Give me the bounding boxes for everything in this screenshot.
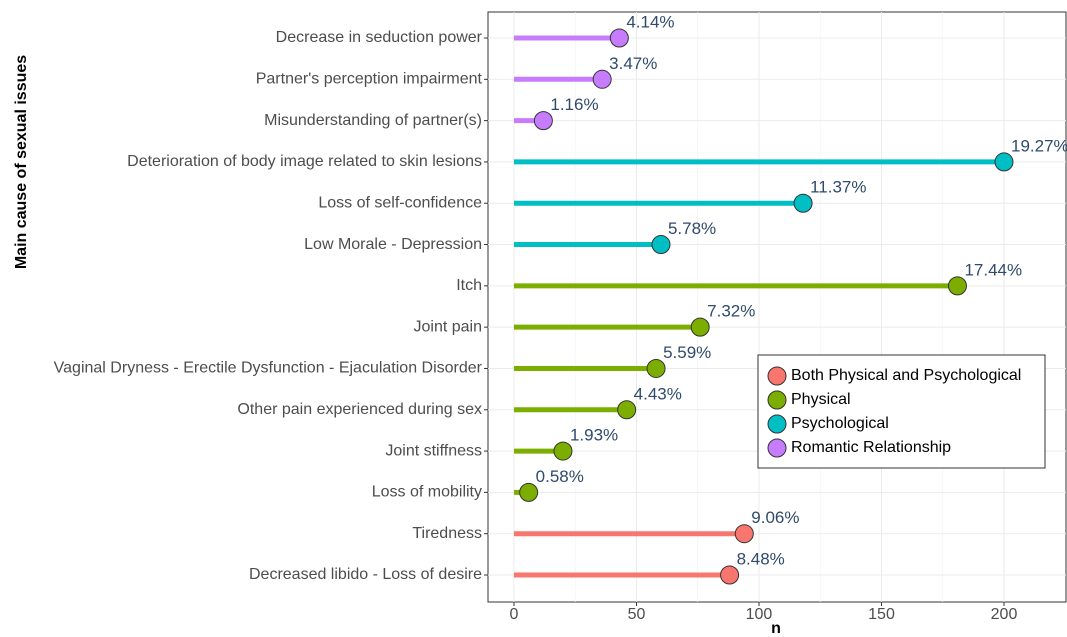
value-label: 1.93% (570, 426, 618, 445)
value-label: 4.43% (634, 384, 682, 403)
y-tick-label: Loss of self-confidence (318, 194, 482, 211)
legend-label: Both Physical and Psychological (791, 367, 1021, 384)
value-label: 4.14% (626, 12, 674, 31)
lollipop-dot (793, 193, 813, 213)
value-label: 0.58% (536, 467, 584, 486)
lollipop-dot (519, 482, 539, 502)
value-label: 1.16% (550, 95, 598, 114)
x-tick-label: 0 (510, 606, 519, 623)
legend-swatch (767, 414, 787, 434)
value-label: 19.27% (1011, 136, 1067, 155)
x-tick-label: 100 (746, 606, 773, 623)
lollipop-dot (553, 441, 573, 461)
value-label: 9.06% (751, 508, 799, 527)
plot-panel (487, 11, 1067, 603)
value-label: 17.44% (964, 260, 1022, 279)
y-tick-label: Loss of mobility (372, 484, 482, 501)
y-tick-label: Deterioration of body image related to s… (127, 153, 482, 170)
legend-box (757, 354, 1046, 469)
legend-swatch (767, 390, 787, 410)
y-tick-label: Joint pain (414, 318, 483, 335)
value-label: 7.32% (707, 302, 755, 321)
y-tick-label: Low Morale - Depression (304, 236, 482, 253)
x-tick-label: 200 (991, 606, 1018, 623)
lollipop-dot (947, 276, 967, 296)
value-label: 8.48% (737, 549, 785, 568)
value-label: 3.47% (609, 54, 657, 73)
lollipop-dot (646, 358, 666, 378)
y-tick-label: Vaginal Dryness - Erectile Dysfunction -… (54, 360, 483, 377)
value-label: 11.37% (810, 178, 866, 197)
y-axis-title: Main cause of sexual issues (13, 55, 30, 269)
lollipop-dot (617, 400, 637, 420)
x-tick-label: 150 (868, 606, 895, 623)
lollipop-dot (734, 524, 754, 544)
lollipop-dot (994, 152, 1014, 172)
legend-swatch (767, 366, 787, 386)
x-axis-title: n (771, 620, 781, 637)
legend-label: Romantic Relationship (791, 439, 951, 456)
y-tick-label: Decrease in seduction power (276, 29, 483, 46)
legend-label: Physical (791, 391, 851, 408)
value-label: 5.78% (668, 219, 716, 238)
lollipop-dot (533, 111, 553, 131)
y-tick-label: Tiredness (412, 525, 482, 542)
y-tick-label: Other pain experienced during sex (237, 401, 482, 418)
value-label: 5.59% (663, 343, 711, 362)
y-tick-label: Joint stiffness (385, 442, 482, 459)
lollipop-dot (720, 565, 740, 585)
legend-swatch (767, 438, 787, 458)
lollipop-dot (690, 317, 710, 337)
lollipop-dot (592, 69, 612, 89)
y-tick-label: Partner's perception impairment (256, 71, 483, 88)
y-tick-label: Decreased libido - Loss of desire (249, 566, 482, 583)
legend-label: Psychological (791, 415, 889, 432)
lollipop-dot (651, 235, 671, 255)
x-tick-label: 50 (628, 606, 646, 623)
lollipop-dot (609, 28, 629, 48)
y-tick-label: Misunderstanding of partner(s) (264, 112, 482, 129)
y-tick-label: Itch (456, 277, 482, 294)
